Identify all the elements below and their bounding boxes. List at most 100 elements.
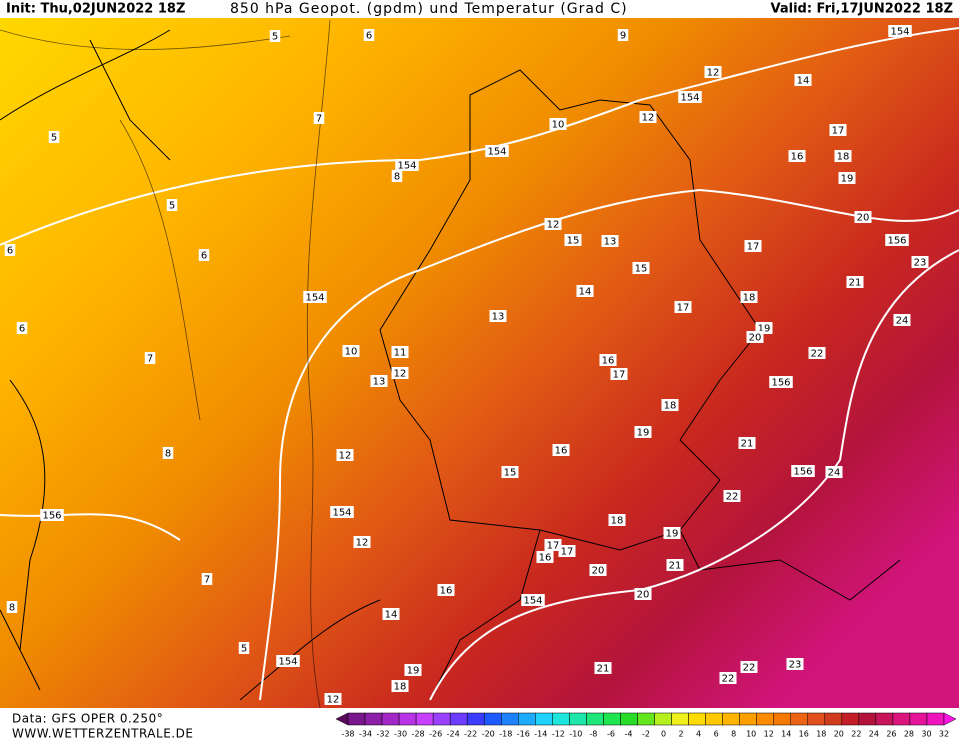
contour-label: 15: [567, 236, 580, 247]
contour-label: 21: [741, 439, 754, 450]
contour-label-box: [746, 331, 764, 343]
contour-label-box: [666, 559, 684, 571]
geopotential-contours: [0, 27, 959, 701]
scale-label: -34: [359, 730, 372, 739]
contour-label: 9: [620, 31, 626, 42]
contour-label: 16: [440, 586, 453, 597]
scale-label: 6: [714, 730, 719, 739]
scale-swatch: [586, 712, 604, 726]
scale-label: 4: [696, 730, 701, 739]
contour-label: 154: [397, 161, 416, 172]
header-bar: [0, 0, 959, 18]
contour-label: 8: [165, 449, 171, 460]
scale-label: 20: [834, 730, 844, 739]
contour-label-box: [391, 680, 409, 692]
contour-label-box: [808, 347, 826, 359]
contour-label-box: [738, 437, 756, 449]
contour-label: 16: [602, 356, 615, 367]
contour-label-box: [144, 352, 156, 364]
contour-label: 154: [890, 27, 909, 38]
temperature-field: [0, 18, 959, 708]
contour-label-box: [404, 664, 422, 676]
scale-label: -18: [499, 730, 512, 739]
scale-swatch: [603, 712, 621, 726]
contour-label-box: [576, 285, 594, 297]
contour-label: 154: [305, 293, 324, 304]
contour-label-box: [276, 655, 300, 667]
scale-swatch: [620, 712, 638, 726]
contour-label: 154: [523, 596, 542, 607]
contour-label: 22: [722, 674, 735, 685]
contour-label-box: [201, 573, 213, 585]
scale-arrow: [943, 712, 957, 726]
contour-label: 7: [147, 354, 153, 365]
contour-label: 12: [547, 220, 560, 231]
scale-swatch: [415, 712, 434, 726]
contour-label: 22: [726, 492, 739, 503]
contour-label-box: [544, 539, 562, 551]
contour-label: 21: [597, 664, 610, 675]
contour-label: 154: [680, 93, 699, 104]
scale-swatch: [722, 712, 740, 726]
contour-label: 6: [19, 324, 25, 335]
scale-swatch: [824, 712, 843, 726]
contour-label: 22: [743, 663, 756, 674]
contour-label: 18: [664, 401, 677, 412]
contour-label-box: [324, 693, 342, 705]
contour-label: 15: [504, 468, 517, 479]
isotherms: [0, 19, 331, 709]
scale-label: 10: [746, 730, 756, 739]
contour-label: 23: [789, 660, 802, 671]
contour-label-box: [678, 91, 702, 103]
scale-label: -14: [534, 730, 547, 739]
scale-swatch: [773, 712, 791, 726]
contour-label: 24: [896, 316, 909, 327]
contour-label-box: [788, 150, 806, 162]
scale-label: -8: [589, 730, 597, 739]
contour-label: 20: [592, 566, 605, 577]
contour-label-box: [238, 642, 250, 654]
contour-label-box: [893, 314, 911, 326]
contour-label: 154: [278, 657, 297, 668]
contour-label: 23: [914, 258, 927, 269]
contour-label: 20: [637, 590, 650, 601]
contour-label-box: [846, 276, 864, 288]
scale-swatch: [892, 712, 911, 726]
contour-label-box: [740, 291, 758, 303]
scale-swatch: [398, 712, 417, 726]
contour-label-box: [610, 368, 628, 380]
contour-label-box: [162, 447, 174, 459]
contour-label: 16: [539, 553, 552, 564]
contour-label-box: [370, 375, 388, 387]
contour-label: 154: [487, 147, 506, 158]
contour-label: 156: [793, 467, 812, 478]
scale-label: -38: [341, 730, 354, 739]
scale-swatch: [466, 712, 485, 726]
contour-label-box: [382, 608, 400, 620]
contour-label-box: [4, 244, 16, 256]
scale-label: 16: [799, 730, 809, 739]
contour-label-box: [661, 399, 679, 411]
contour-label: 19: [758, 324, 771, 335]
scale-swatch: [841, 712, 860, 726]
contour-label-box: [634, 588, 652, 600]
data-source: Data: GFS OPER 0.250°: [12, 712, 163, 726]
contour-label-box: [634, 426, 652, 438]
contour-label-box: [617, 29, 629, 41]
contour-label: 8: [394, 172, 400, 183]
contour-label-box: [330, 506, 354, 518]
contour-label: 18: [611, 516, 624, 527]
contour-label: 8: [9, 603, 15, 614]
contour-label: 14: [797, 76, 810, 87]
contour-label-box: [437, 584, 455, 596]
contour-label-box: [544, 218, 562, 230]
contour-label: 10: [345, 347, 358, 358]
scale-label: 26: [886, 730, 896, 739]
contour-label-box: [198, 249, 210, 261]
contour-label-box: [549, 118, 567, 130]
scale-label: 24: [869, 730, 879, 739]
contour-label: 18: [394, 682, 407, 693]
scale-label: 2: [679, 730, 684, 739]
valid-time: Valid: Fri,17JUN2022 18Z: [770, 2, 953, 17]
